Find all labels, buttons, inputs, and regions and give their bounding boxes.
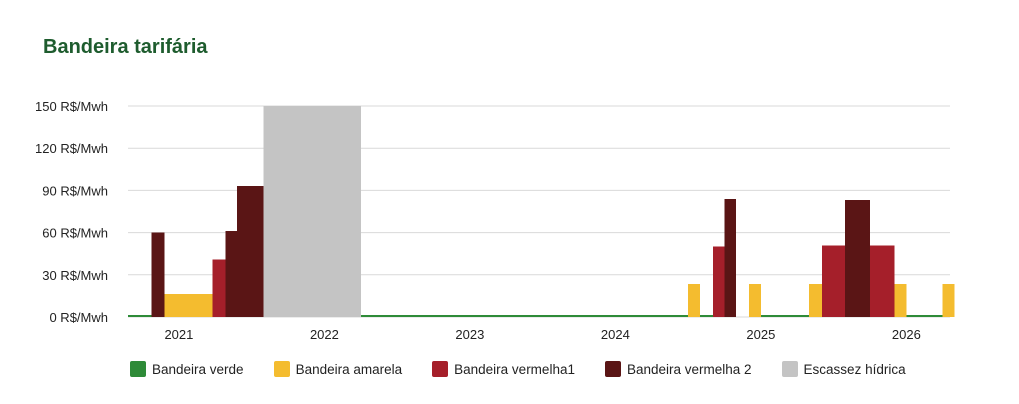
bar-bandeira-verde-3 <box>760 314 809 317</box>
bar-bandeira-verde-0 <box>128 314 152 317</box>
legend-swatch <box>273 361 290 377</box>
legend: Bandeira verde Bandeira amarela Bandeira v… <box>130 361 936 377</box>
bar-bandeira-amarela-1 <box>688 283 700 317</box>
bar-bandeira-vermelha1-2 <box>821 245 846 317</box>
chart-title: Bandeira tarifária <box>43 36 208 58</box>
y-axis-ticks: 0 R$/Mwh 30 R$/Mwh 60 R$/Mwh 90 R$/Mwh 120 R… <box>35 99 108 325</box>
bar-bandeira-amarela-4 <box>894 283 907 317</box>
y-tick-label: 30 R$/Mwh <box>42 268 108 283</box>
legend-item: Bandeira amarela <box>273 361 403 377</box>
legend-swatch <box>432 361 449 377</box>
x-tick-label: 2026 <box>892 327 921 342</box>
x-tick-label: 2022 <box>310 327 339 342</box>
x-tick-label: 2023 <box>455 327 484 342</box>
bar-bandeira-verde-4 <box>906 314 943 317</box>
bar-bandeira-vermelha1-0 <box>212 259 226 317</box>
y-tick-label: 0 R$/Mwh <box>49 310 108 325</box>
bars <box>128 106 955 317</box>
bar-bandeira-vermelha-2-3 <box>250 186 264 317</box>
legend-label: Bandeira vermelha1 <box>454 361 575 377</box>
legend-swatch <box>604 361 621 377</box>
y-tick-label: 150 R$/Mwh <box>35 99 108 114</box>
legend-item: Bandeira vermelha 2 <box>604 361 752 377</box>
y-tick-label: 120 R$/Mwh <box>35 141 108 156</box>
bar-bandeira-amarela-0 <box>164 293 213 317</box>
legend-label: Escassez hídrica <box>803 361 906 377</box>
bar-bandeira-vermelha-2-1 <box>225 231 238 317</box>
bar-bandeira-verde-1 <box>360 314 689 317</box>
bar-bandeira-vermelha-2-2 <box>237 186 251 317</box>
bar-bandeira-vermelha1-3 <box>869 245 895 317</box>
bar-bandeira-amarela-2 <box>749 283 761 317</box>
legend-label: Bandeira amarela <box>295 361 403 377</box>
bar-bandeira-amarela-5 <box>942 283 955 317</box>
legend-item: Bandeira vermelha1 <box>432 361 575 377</box>
bar-bandeira-vermelha-2-0 <box>151 232 165 317</box>
bar-bandeira-vermelha-2-4 <box>724 198 737 317</box>
legend-label: Bandeira verde <box>152 361 244 377</box>
bar-bandeira-vermelha1-1 <box>712 246 725 317</box>
legend-label: Bandeira vermelha 2 <box>626 361 752 377</box>
y-tick-label: 60 R$/Mwh <box>42 226 108 241</box>
x-axis-ticks: 2021 2022 2023 2024 2025 2026 <box>164 327 920 342</box>
bar-bandeira-vermelha-2-5 <box>845 200 870 317</box>
x-tick-label: 2024 <box>601 327 630 342</box>
legend-item: Escassez hídrica <box>781 361 906 377</box>
x-tick-label: 2025 <box>746 327 775 342</box>
bar-bandeira-verde-2 <box>699 314 713 317</box>
legend-item: Bandeira verde <box>130 361 244 377</box>
x-tick-label: 2021 <box>164 327 193 342</box>
legend-swatch <box>781 361 798 377</box>
bar-bandeira-amarela-3 <box>808 283 822 317</box>
bar-escassez-h-drica-0 <box>263 106 361 317</box>
y-tick-label: 90 R$/Mwh <box>42 183 108 198</box>
legend-swatch <box>130 361 146 377</box>
